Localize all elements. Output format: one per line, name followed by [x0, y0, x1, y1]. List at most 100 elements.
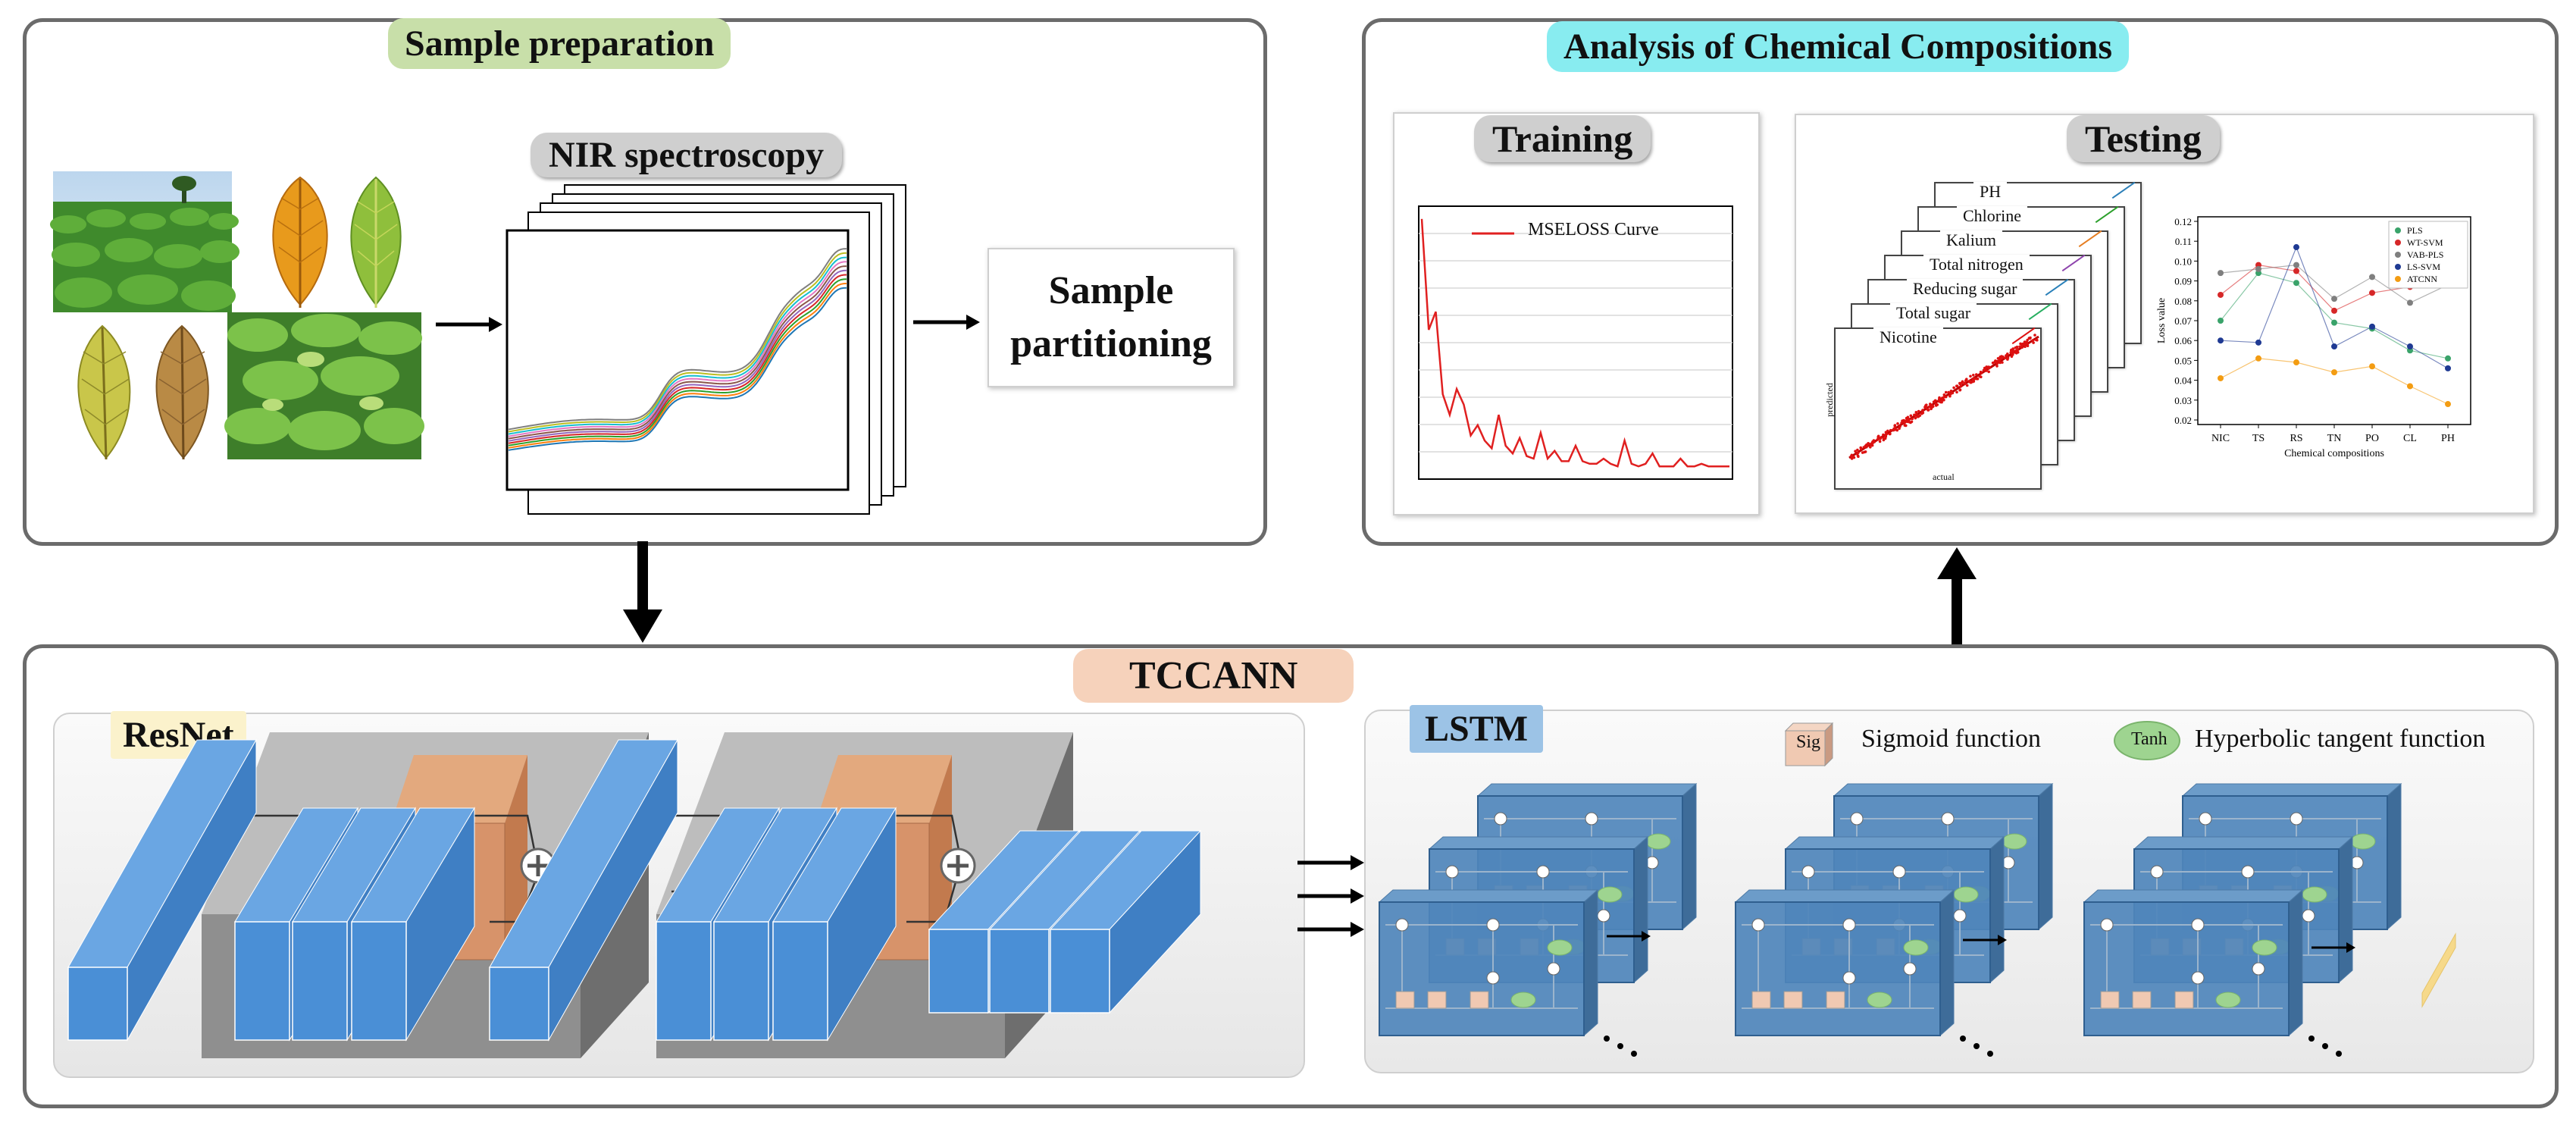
- testing-title: Testing: [2067, 115, 2220, 162]
- gate-operator-icon: [1585, 813, 1598, 825]
- legend-marker: [2395, 227, 2401, 233]
- legend-label: WT-SVM: [2407, 237, 2443, 248]
- loss-comparison-chart: 0.02 0.03 0.04 0.05 0.06 0.07 0.08 0.09 0.10 0.11…: [2152, 205, 2486, 462]
- x-axis-label: Chemical compositions: [2284, 448, 2384, 459]
- data-point: [2218, 318, 2224, 324]
- sig-gate: [1396, 992, 1414, 1008]
- legend-label: PLS: [2407, 225, 2423, 236]
- data-point: [2218, 270, 2224, 276]
- data-point: [2407, 343, 2413, 349]
- mseloss-legend-label: MSELOSS Curve: [1528, 220, 1659, 240]
- nicotine-scatter-plot: [1834, 327, 2046, 479]
- gate-operator-icon: [2192, 972, 2204, 984]
- stacked-plot-label: Chlorine: [1957, 206, 2027, 226]
- tanh-legend-description: Hyperbolic tangent function: [2195, 725, 2485, 754]
- stacked-plot-fit-line: [2062, 255, 2086, 271]
- tanh-gate: [2216, 992, 2240, 1007]
- mseloss-chart: [1419, 206, 1732, 479]
- gate-operator-icon: [2192, 919, 2204, 931]
- scatter-x-label: actual: [1933, 472, 1955, 483]
- nir-spectra-stack: [504, 180, 913, 499]
- sig-legend-label: Sig: [1796, 732, 1820, 753]
- data-point: [2293, 268, 2299, 274]
- data-point: [2293, 244, 2299, 250]
- legend-marker: [2395, 240, 2401, 246]
- sig-legend-description: Sigmoid function: [1861, 725, 2041, 754]
- ytick-label: 0.07: [2174, 315, 2192, 327]
- add-operator-icon-2: [941, 849, 975, 882]
- xtick-label: RS: [2290, 433, 2302, 444]
- ellipsis-dot: [1631, 1051, 1637, 1057]
- sig-gate: [2175, 992, 2193, 1008]
- stacked-plot-label: Total sugar: [1890, 303, 1977, 323]
- data-point: [2293, 280, 2299, 286]
- gate-operator-icon: [1843, 972, 1855, 984]
- stacked-plot-fit-line: [2112, 182, 2136, 199]
- data-point: [2407, 299, 2413, 306]
- sig-gate: [1428, 992, 1446, 1008]
- arrow-up-to-analysis: [1937, 547, 1977, 646]
- legend-label: VAB-PLS: [2407, 249, 2443, 260]
- gate-operator-icon: [2252, 963, 2265, 975]
- data-point: [2369, 324, 2375, 330]
- ellipsis-dot: [1987, 1051, 1993, 1057]
- arrows-resnet-to-lstm: [1297, 854, 1366, 945]
- gate-operator-icon: [1495, 813, 1507, 825]
- legend-marker: [2395, 264, 2401, 270]
- tobacco-field-image: [53, 171, 232, 312]
- tanh-gate: [1598, 887, 1622, 902]
- sig-gate: [2101, 992, 2119, 1008]
- lstm-cell-diagram: [1372, 758, 2531, 1076]
- brown-tobacco-leaf-image: [136, 318, 227, 462]
- ytick-label: 0.06: [2174, 335, 2192, 346]
- data-point: [2369, 274, 2375, 280]
- stacked-plot-label: Kalium: [1940, 230, 2002, 250]
- data-point: [2218, 375, 2224, 381]
- stacked-plot-label: PH: [1973, 182, 2007, 202]
- data-point: [2331, 369, 2337, 375]
- ytick-label: 0.02: [2174, 415, 2192, 426]
- gate-operator-icon: [1446, 866, 1458, 878]
- data-point: [2331, 296, 2337, 302]
- gate-operator-icon: [1487, 972, 1499, 984]
- gate-operator-icon: [1598, 910, 1610, 922]
- tanh-gate: [1548, 940, 1572, 955]
- gate-operator-icon: [2151, 866, 2163, 878]
- legend-marker: [2395, 252, 2401, 258]
- arrow-photos-to-spectra: [436, 313, 504, 336]
- sample-partitioning-box: Sample partitioning: [988, 248, 1235, 387]
- green-tobacco-leaf-image: [330, 171, 421, 312]
- lstm-cell: [1736, 890, 1954, 1036]
- gate-operator-icon: [2101, 919, 2113, 931]
- data-point: [2218, 292, 2224, 298]
- sig-gate: [1784, 992, 1802, 1008]
- gate-operator-icon: [2290, 813, 2302, 825]
- stacked-plot-label: Reducing sugar: [1907, 279, 2023, 299]
- ytick-label: 0.10: [2174, 255, 2192, 267]
- resnet-diagram: [65, 732, 1293, 1066]
- data-point: [2445, 365, 2451, 371]
- sig-gate: [1752, 992, 1770, 1008]
- ellipsis-dot: [1960, 1036, 1966, 1042]
- data-point: [2407, 383, 2413, 389]
- gate-operator-icon: [1548, 963, 1560, 975]
- arrow-down-to-tccann: [623, 541, 662, 644]
- gate-operator-icon: [1893, 866, 1905, 878]
- data-point: [2369, 290, 2375, 296]
- xtick-label: TN: [2327, 433, 2342, 444]
- ytick-label: 0.11: [2175, 236, 2192, 247]
- lstm-cell: [2084, 890, 2302, 1036]
- gate-operator-icon: [1954, 910, 1966, 922]
- tanh-gate: [2002, 834, 2027, 849]
- data-point: [2218, 337, 2224, 343]
- gate-operator-icon: [1802, 866, 1814, 878]
- gate-operator-icon: [1942, 813, 1954, 825]
- ytick-label: 0.04: [2174, 375, 2192, 387]
- legend-marker: [2395, 276, 2401, 282]
- tanh-gate: [2351, 834, 2375, 849]
- ellipsis-dot: [1617, 1043, 1623, 1049]
- stacked-plot-fit-line: [2096, 206, 2119, 223]
- data-point: [2293, 262, 2299, 268]
- nir-spectroscopy-title: NIR spectroscopy: [531, 133, 842, 177]
- xtick-label: TS: [2252, 433, 2265, 444]
